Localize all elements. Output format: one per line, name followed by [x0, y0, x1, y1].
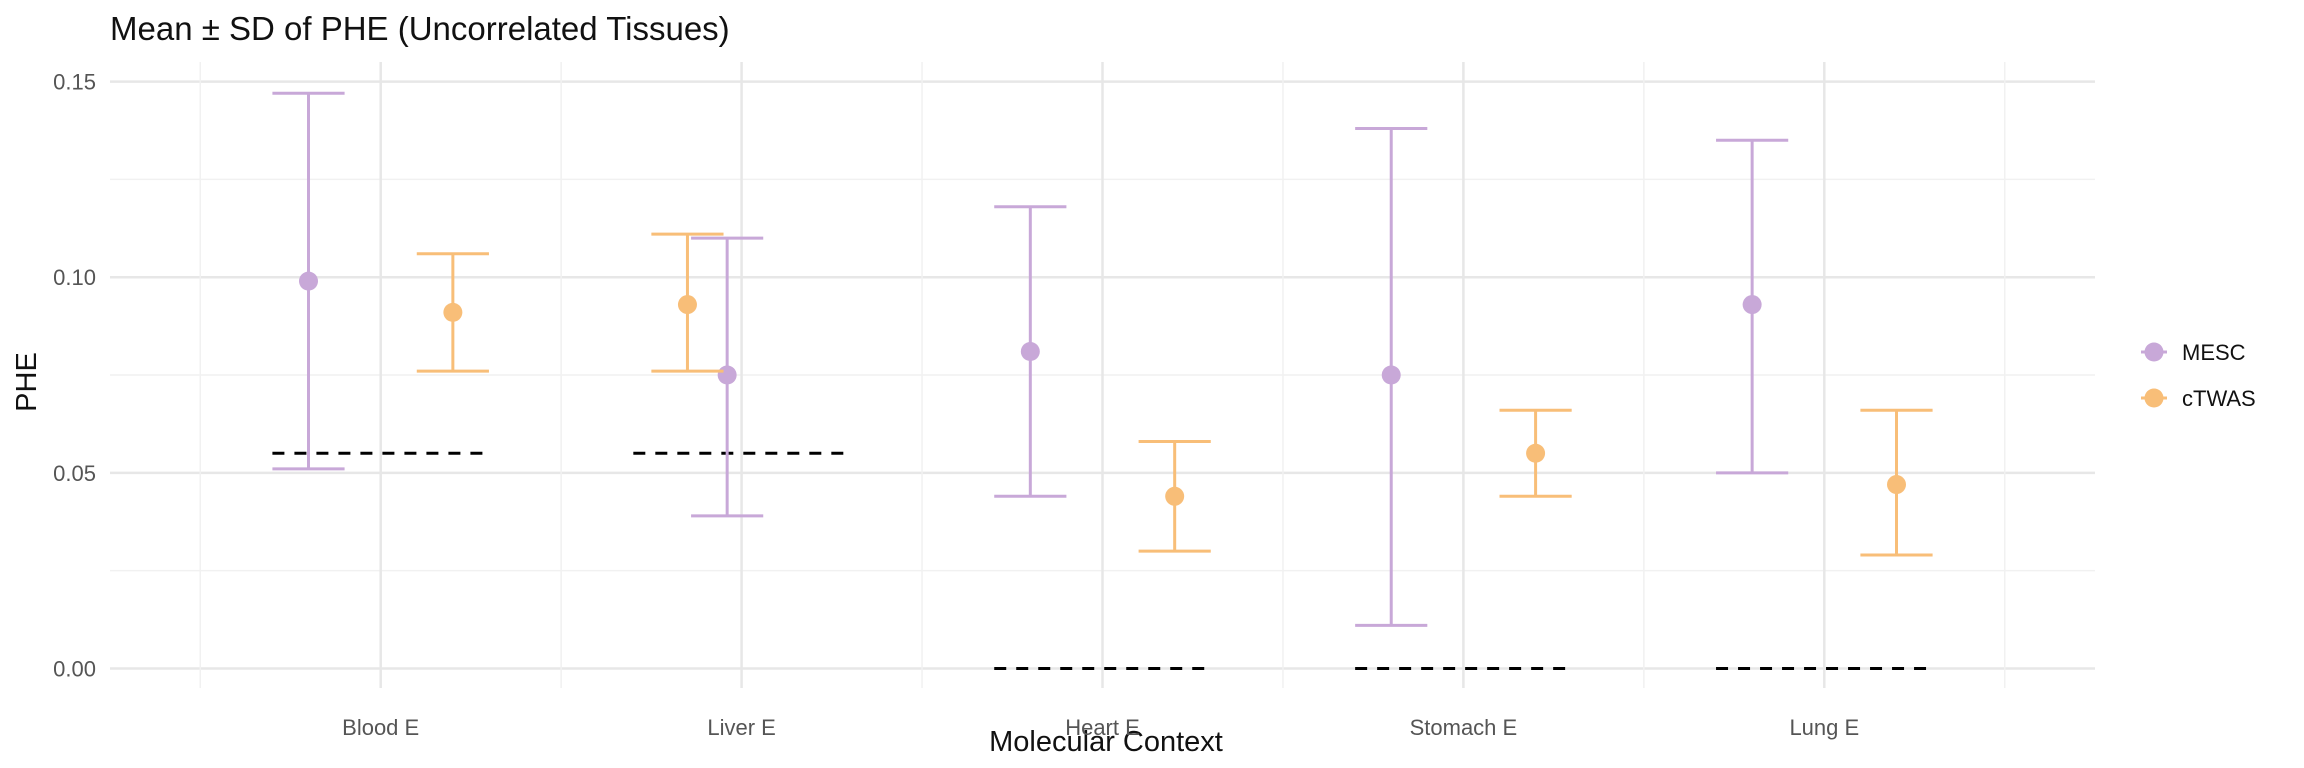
- y-axis-title: PHE: [11, 352, 43, 412]
- x-tick-label: Stomach E: [1410, 715, 1518, 740]
- tick-layer: 0.00 0.05 0.10 0.15 Blood E Liver E Heart E Sto…: [53, 70, 1859, 740]
- legend-key-dot: [2144, 342, 2164, 362]
- data-point: [1742, 295, 1762, 315]
- data-point: [1526, 443, 1546, 463]
- data-point: [1165, 486, 1185, 506]
- y-tick-label: 0.00: [53, 656, 96, 681]
- legend-label: cTWAS: [2182, 386, 2256, 411]
- data-layer: [272, 91, 1933, 627]
- y-tick-label: 0.05: [53, 461, 96, 486]
- grid-layer: [110, 62, 2095, 688]
- chart-title: Mean ± SD of PHE (Uncorrelated Tissues): [110, 10, 730, 47]
- data-point: [677, 295, 697, 315]
- legend-label: MESC: [2182, 340, 2246, 365]
- legend: MESC cTWAS: [2141, 340, 2256, 411]
- legend-key-dot: [2144, 388, 2164, 408]
- data-point: [1020, 342, 1040, 362]
- x-tick-label: Blood E: [342, 715, 419, 740]
- x-tick-label: Liver E: [707, 715, 775, 740]
- x-tick-label: Heart E: [1065, 715, 1140, 740]
- series-mesc: [272, 91, 1789, 627]
- data-point: [1887, 475, 1906, 495]
- y-tick-label: 0.15: [53, 70, 96, 95]
- y-tick-label: 0.10: [53, 265, 96, 290]
- data-point: [717, 365, 737, 385]
- series-ctwas: [416, 232, 1933, 557]
- data-point: [299, 271, 318, 291]
- data-point: [1381, 365, 1401, 385]
- reference-lines: [272, 451, 1933, 670]
- data-point: [443, 302, 463, 322]
- x-tick-label: Lung E: [1789, 715, 1859, 740]
- x-axis-title: Molecular Context: [989, 726, 1223, 758]
